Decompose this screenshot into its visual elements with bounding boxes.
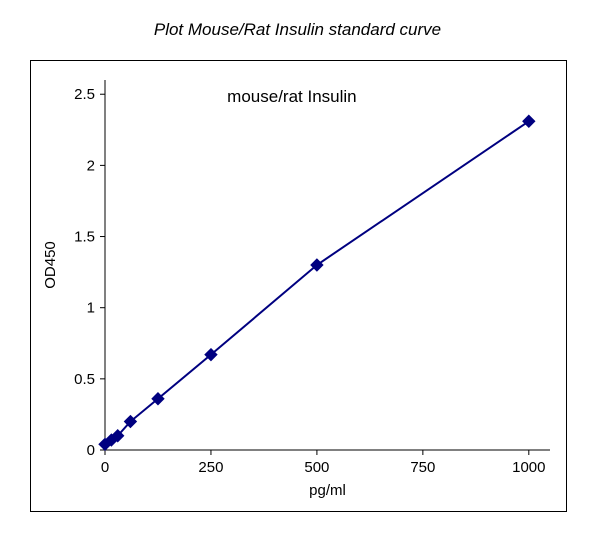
chart-svg: 0 250 500 750 1000 0 0.5 1 1.5 2 2.5 pg/ml OD450 mous… bbox=[0, 0, 595, 540]
chart-container: Plot Mouse/Rat Insulin standard curve 02… bbox=[0, 0, 595, 540]
y-axis-label: OD450 bbox=[42, 241, 59, 289]
y-tick-label: 0.5 bbox=[74, 371, 95, 388]
y-tick-label: 2 bbox=[87, 157, 95, 174]
x-axis-label: pg/ml bbox=[309, 482, 346, 499]
data-marker bbox=[523, 115, 535, 127]
data-line bbox=[105, 121, 529, 444]
x-tick-label: 750 bbox=[410, 459, 435, 476]
y-tick-label: 0 bbox=[87, 442, 95, 459]
y-tick-label: 1.5 bbox=[74, 229, 95, 246]
chart-subtitle: mouse/rat Insulin bbox=[227, 87, 356, 106]
y-tick-label: 2.5 bbox=[74, 86, 95, 103]
x-tick-label: 0 bbox=[101, 459, 109, 476]
x-tick-label: 1000 bbox=[512, 459, 545, 476]
y-tick-label: 1 bbox=[87, 300, 95, 317]
x-tick-label: 500 bbox=[304, 459, 329, 476]
x-tick-label: 250 bbox=[198, 459, 223, 476]
